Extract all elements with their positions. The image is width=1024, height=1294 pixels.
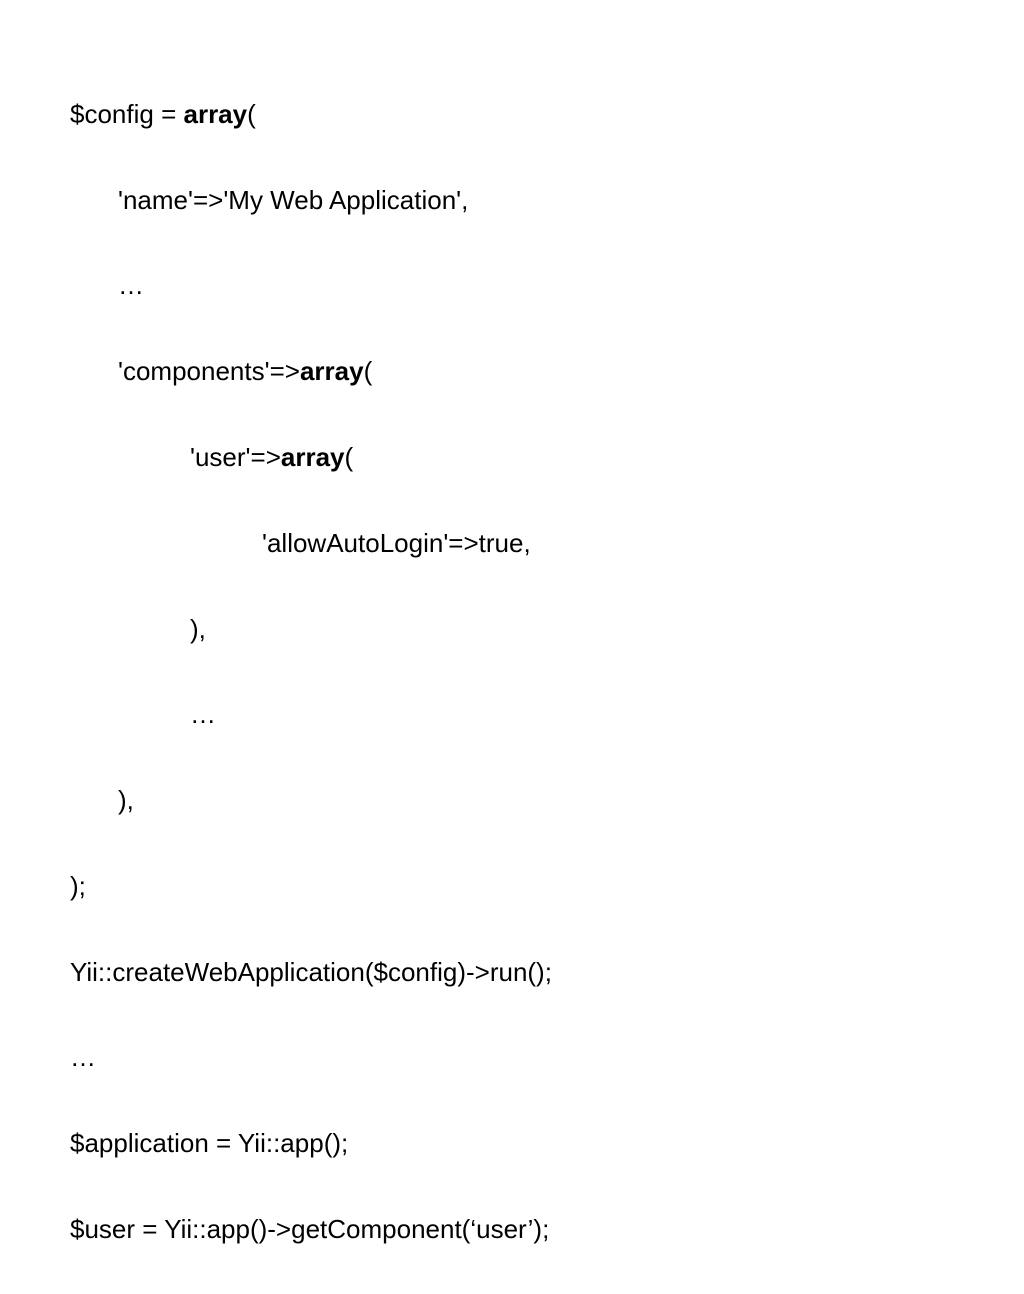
code-line: … — [70, 1036, 954, 1079]
code-line: Yii::createWebApplication($config)->run(… — [70, 951, 954, 994]
code-text: $user = Yii::app()->getComponent(‘user’)… — [70, 1214, 549, 1244]
code-line: $config = array( — [70, 93, 954, 136]
code-line: … — [70, 264, 954, 307]
code-text: ), — [118, 785, 134, 815]
code-line: ); — [70, 865, 954, 908]
code-text: 'name'=>'My Web Application', — [118, 185, 468, 215]
code-line: 'name'=>'My Web Application', — [70, 179, 954, 222]
code-snippet: $config = array( 'name'=>'My Web Applica… — [70, 50, 954, 1294]
code-text: ( — [345, 442, 354, 472]
code-line: ), — [70, 608, 954, 651]
code-text: ( — [364, 356, 373, 386]
code-text: … — [118, 270, 144, 300]
code-line: $application = Yii::app(); — [70, 1122, 954, 1165]
keyword-array: array — [281, 442, 345, 472]
code-text: ), — [190, 614, 206, 644]
code-line: … — [70, 693, 954, 736]
code-text: ( — [247, 99, 256, 129]
code-text: 'allowAutoLogin'=>true, — [262, 528, 531, 558]
code-text: … — [70, 1042, 96, 1072]
code-text: Yii::createWebApplication($config)->run(… — [70, 957, 552, 987]
code-text: 'components'=> — [118, 356, 300, 386]
code-text: $config = — [70, 99, 183, 129]
code-text: 'user'=> — [190, 442, 281, 472]
code-text: … — [190, 699, 216, 729]
code-line: 'user'=>array( — [70, 436, 954, 479]
code-line: 'allowAutoLogin'=>true, — [70, 522, 954, 565]
code-text: ); — [70, 871, 86, 901]
code-line: $user = Yii::app()->getComponent(‘user’)… — [70, 1208, 954, 1251]
keyword-array: array — [183, 99, 247, 129]
code-line: 'components'=>array( — [70, 350, 954, 393]
code-line: ), — [70, 779, 954, 822]
code-text: $application = Yii::app(); — [70, 1128, 348, 1158]
keyword-array: array — [300, 356, 364, 386]
